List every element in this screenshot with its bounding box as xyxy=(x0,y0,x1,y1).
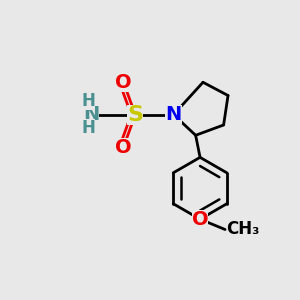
Text: O: O xyxy=(192,210,208,229)
Text: CH₃: CH₃ xyxy=(226,220,260,238)
Text: O: O xyxy=(115,138,132,157)
Text: N: N xyxy=(165,105,182,124)
Text: O: O xyxy=(115,73,132,92)
Text: H: H xyxy=(81,119,95,137)
Text: H: H xyxy=(81,92,95,110)
Text: N: N xyxy=(83,105,99,124)
Text: S: S xyxy=(127,105,143,125)
